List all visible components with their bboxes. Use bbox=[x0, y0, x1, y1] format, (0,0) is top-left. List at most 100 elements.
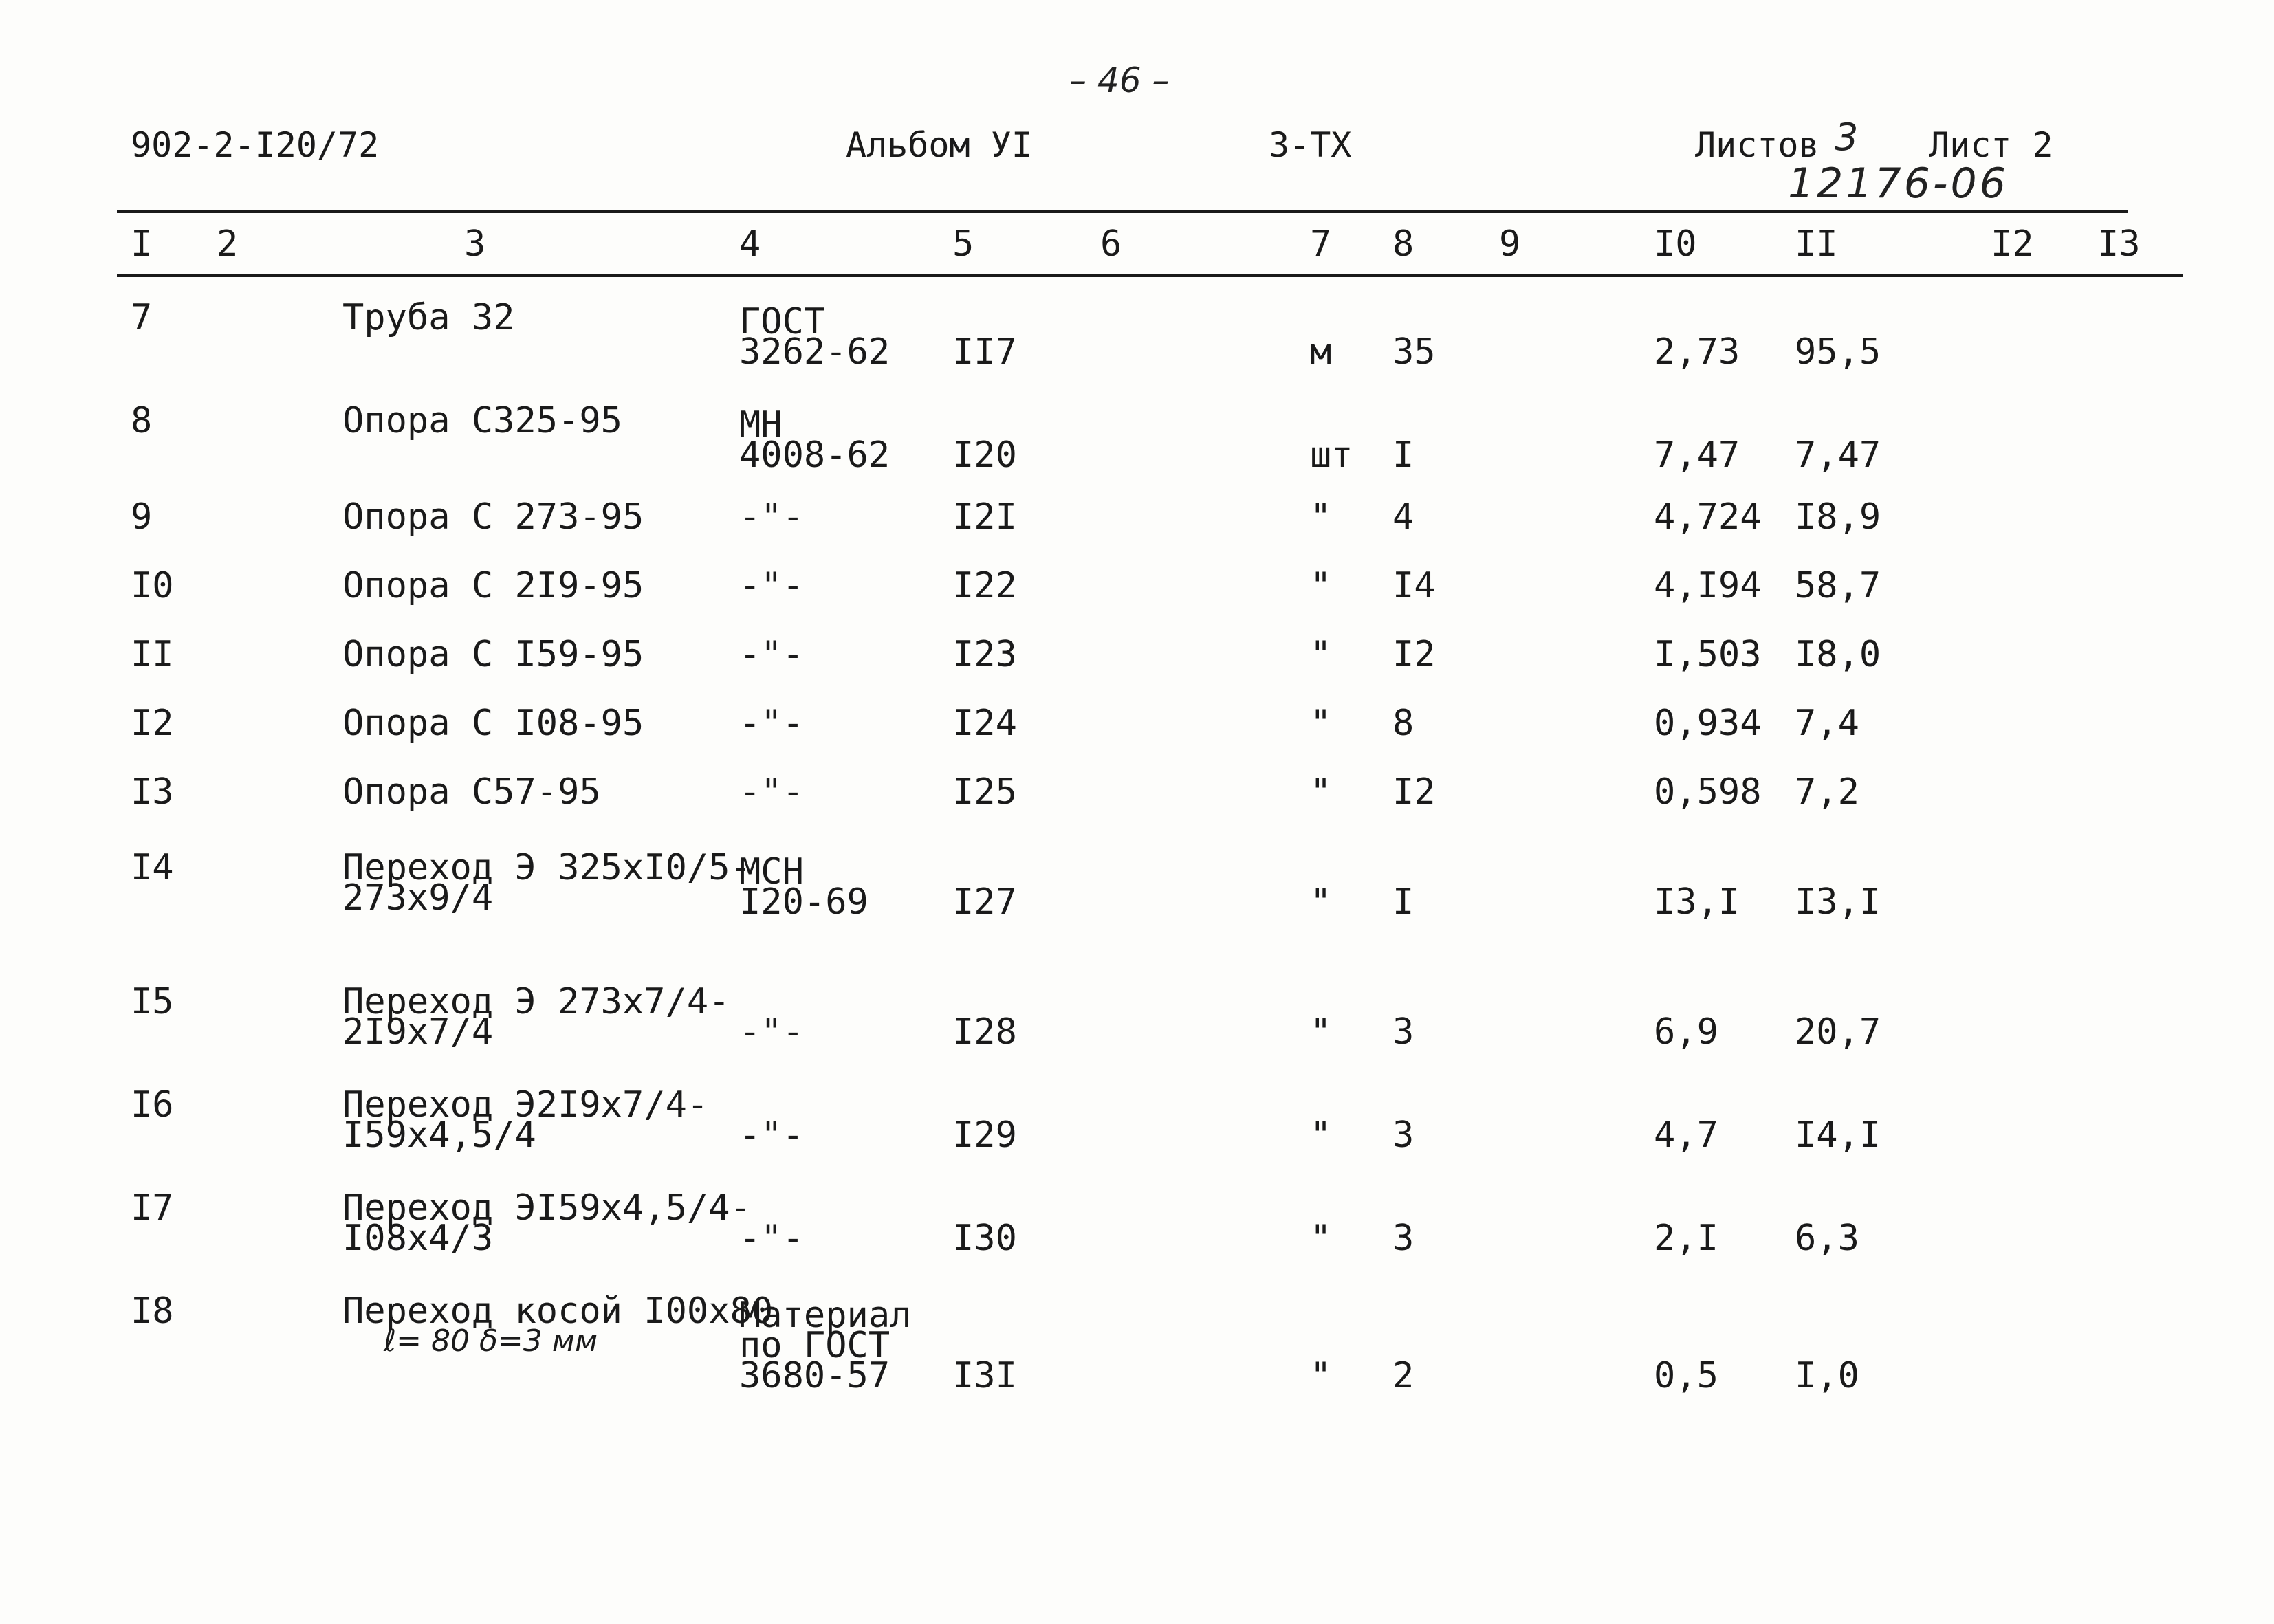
row-standard-line: МСН bbox=[739, 851, 804, 892]
row-standard-line: -"- bbox=[739, 634, 804, 675]
col-header-1: I bbox=[131, 223, 153, 265]
row-standard-line: ГОСТ bbox=[739, 301, 826, 342]
row-total-mass: 7,4 bbox=[1795, 703, 1859, 744]
row-quantity: 3 bbox=[1392, 1218, 1414, 1259]
col-header-3: 3 bbox=[464, 223, 486, 265]
row-total-mass: 20,7 bbox=[1795, 1011, 1881, 1053]
row-name-line: Переход косой I00х80 bbox=[342, 1291, 774, 1332]
row-unit-mass: 2,73 bbox=[1654, 331, 1740, 373]
row-position: I2 bbox=[131, 703, 174, 744]
row-standard-line: I20-69 bbox=[739, 881, 868, 923]
row-quantity: 35 bbox=[1392, 331, 1436, 373]
row-code: I28 bbox=[952, 1011, 1017, 1053]
row-unit: " bbox=[1310, 1115, 1332, 1156]
row-code: I2I bbox=[952, 496, 1017, 538]
row-unit: " bbox=[1310, 634, 1332, 675]
row-name-line: Переход Э 325хI0/5- bbox=[342, 847, 752, 888]
row-code: I20 bbox=[952, 435, 1017, 476]
row-unit-mass: 0,934 bbox=[1654, 703, 1762, 744]
row-total-mass: 6,3 bbox=[1795, 1218, 1859, 1259]
col-header-11: II bbox=[1795, 223, 1838, 265]
sheets-label: Листов bbox=[1695, 125, 1819, 165]
row-unit: " bbox=[1310, 1011, 1332, 1053]
row-name-line: I08х4/3 bbox=[342, 1218, 494, 1259]
row-name-line: I59х4,5/4 bbox=[342, 1115, 536, 1156]
col-header-10: I0 bbox=[1654, 223, 1697, 265]
row-standard-line: -"- bbox=[739, 703, 804, 744]
row-name-line: Труба 32 bbox=[342, 297, 515, 338]
row-unit: " bbox=[1310, 496, 1332, 538]
row-quantity: I bbox=[1392, 435, 1414, 476]
album-label: Альбом УI bbox=[846, 125, 1032, 165]
row-standard-line: -"- bbox=[739, 1011, 804, 1053]
row-unit: " bbox=[1310, 1355, 1332, 1396]
row-total-mass: 7,47 bbox=[1795, 435, 1881, 476]
row-position: I7 bbox=[131, 1187, 174, 1229]
row-quantity: I2 bbox=[1392, 771, 1436, 813]
row-unit-mass: 2,I bbox=[1654, 1218, 1718, 1259]
row-quantity: 3 bbox=[1392, 1011, 1414, 1053]
row-quantity: 3 bbox=[1392, 1115, 1414, 1156]
row-position: 9 bbox=[131, 496, 153, 538]
row-standard-line: 4008-62 bbox=[739, 435, 890, 476]
row-unit-mass: I3,I bbox=[1654, 881, 1740, 923]
row-name-line: Переход Э2I9х7/4- bbox=[342, 1084, 709, 1126]
row-unit-mass: 7,47 bbox=[1654, 435, 1740, 476]
sheets-count: 3 bbox=[1835, 116, 1859, 159]
row-total-mass: 7,2 bbox=[1795, 771, 1859, 813]
row-standard-line: 3680-57 bbox=[739, 1355, 890, 1396]
col-header-6: 6 bbox=[1100, 223, 1122, 265]
row-unit: " bbox=[1310, 1218, 1332, 1259]
row-standard-line: Материал bbox=[739, 1295, 912, 1336]
col-header-13: I3 bbox=[2097, 223, 2141, 265]
row-position: I0 bbox=[131, 565, 174, 606]
row-name-line: ℓ= 80 δ=3 мм bbox=[384, 1324, 598, 1359]
row-name-line: Опора С I59-95 bbox=[342, 634, 644, 675]
row-name-line: 2I9х7/4 bbox=[342, 1011, 494, 1053]
row-unit-mass: 4,724 bbox=[1654, 496, 1762, 538]
col-header-8: 8 bbox=[1392, 223, 1414, 265]
row-name-line: Опора С 2I9-95 bbox=[342, 565, 644, 606]
row-standard-line: -"- bbox=[739, 771, 804, 813]
row-standard-line: -"- bbox=[739, 1218, 804, 1259]
col-header-7: 7 bbox=[1310, 223, 1332, 265]
row-total-mass: I4,I bbox=[1795, 1115, 1881, 1156]
row-name-line: Переход ЭI59х4,5/4- bbox=[342, 1187, 752, 1229]
row-code: I27 bbox=[952, 881, 1017, 923]
row-unit: " bbox=[1310, 771, 1332, 813]
row-standard-line: -"- bbox=[739, 496, 804, 538]
header-bottom-rule bbox=[117, 274, 2183, 277]
row-quantity: I2 bbox=[1392, 634, 1436, 675]
col-header-2: 2 bbox=[217, 223, 239, 265]
row-code: I24 bbox=[952, 703, 1017, 744]
col-header-12: I2 bbox=[1991, 223, 2034, 265]
registration-number: 12176-06 bbox=[1788, 160, 2009, 208]
row-total-mass: I8,9 bbox=[1795, 496, 1881, 538]
row-total-mass: I8,0 bbox=[1795, 634, 1881, 675]
row-position: I3 bbox=[131, 771, 174, 813]
row-standard-line: -"- bbox=[739, 565, 804, 606]
row-standard-line: по ГОСТ bbox=[739, 1325, 890, 1366]
row-total-mass: 95,5 bbox=[1795, 331, 1881, 373]
row-position: I6 bbox=[131, 1084, 174, 1126]
row-standard-line: МН bbox=[739, 404, 783, 446]
row-quantity: 8 bbox=[1392, 703, 1414, 744]
row-unit: " bbox=[1310, 703, 1332, 744]
row-code: I29 bbox=[952, 1115, 1017, 1156]
doc-code: 902-2-I20/72 bbox=[131, 125, 380, 165]
col-header-9: 9 bbox=[1499, 223, 1521, 265]
row-unit: " bbox=[1310, 881, 1332, 923]
row-standard-line: -"- bbox=[739, 1115, 804, 1156]
row-code: I30 bbox=[952, 1218, 1017, 1259]
row-name-line: Опора С I08-95 bbox=[342, 703, 644, 744]
row-unit-mass: 0,598 bbox=[1654, 771, 1762, 813]
row-name-line: Переход Э 273х7/4- bbox=[342, 981, 730, 1022]
row-quantity: 4 bbox=[1392, 496, 1414, 538]
page-number: – 46 – bbox=[1069, 61, 1170, 100]
row-name-line: 273х9/4 bbox=[342, 877, 494, 919]
row-total-mass: 58,7 bbox=[1795, 565, 1881, 606]
row-quantity: I bbox=[1392, 881, 1414, 923]
header-top-rule bbox=[117, 210, 2128, 213]
row-unit-mass: 4,7 bbox=[1654, 1115, 1718, 1156]
